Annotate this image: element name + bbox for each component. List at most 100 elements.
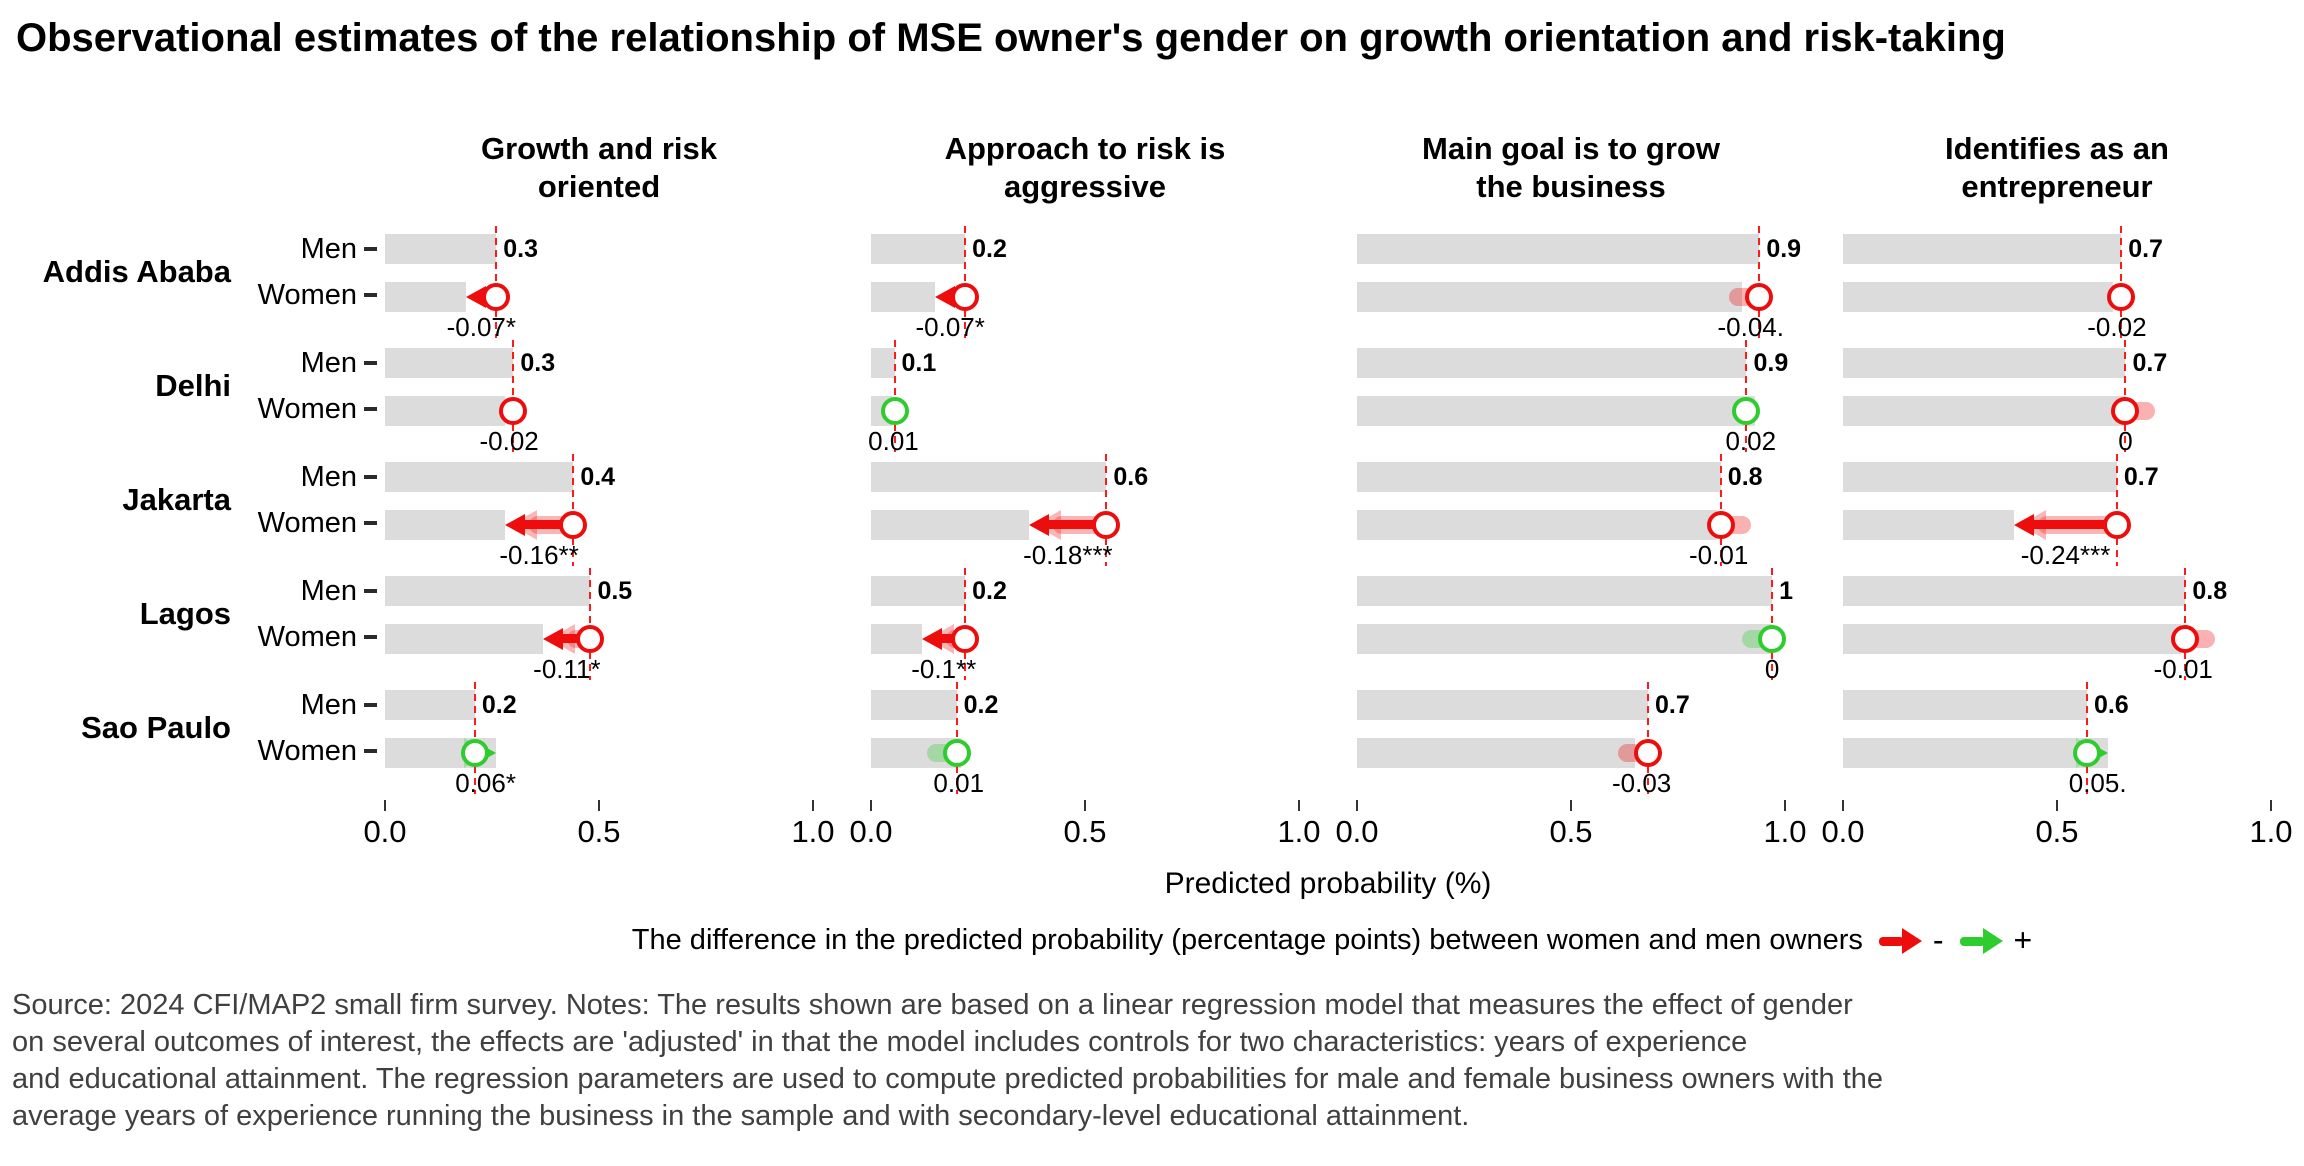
panel-title-line: Growth and risk	[481, 131, 717, 166]
negative-arrow-icon	[1877, 927, 1923, 954]
men-value-label: 0.9	[1766, 235, 1802, 263]
ref-line	[589, 568, 592, 680]
row-labels: Men Women	[235, 340, 385, 454]
diff-value-label: 0.06*	[455, 768, 516, 798]
ref-line	[1647, 682, 1650, 794]
diff-marker-circle	[499, 397, 528, 425]
diff-marker-circle	[2107, 283, 2136, 311]
panel-cell: 0.7 -0.02	[1843, 226, 2271, 342]
ref-line	[893, 340, 896, 452]
panel-title-line: Main goal is to grow	[1422, 131, 1720, 166]
diff-value-label: 0	[1764, 654, 1780, 684]
diff-marker-circle	[576, 625, 605, 653]
ref-line	[495, 226, 498, 338]
ref-line	[1719, 454, 1722, 566]
men-value-label: 1	[1779, 577, 1794, 605]
diff-value-label: -0.04.	[1717, 312, 1785, 342]
city-label: Delhi	[155, 368, 231, 403]
diff-value-label: -0.02	[2087, 312, 2147, 342]
bar-men	[871, 348, 895, 378]
bar-women	[1357, 396, 1756, 426]
panel-title-line: the business	[1476, 169, 1666, 204]
diff-marker-circle	[942, 739, 971, 767]
ref-line	[2085, 682, 2088, 794]
row-label-men: Men	[235, 682, 385, 728]
ref-line	[2124, 340, 2127, 452]
category-tick	[364, 407, 377, 411]
bar-women	[1843, 624, 2182, 654]
row-label-women: Women	[235, 272, 385, 318]
diff-arrow-shaft	[559, 634, 591, 643]
bar-men	[871, 234, 966, 264]
diff-marker-circle	[880, 397, 909, 425]
x-tick	[384, 800, 386, 811]
x-axis: 0.0 0.5 1.0	[1335, 796, 1807, 860]
x-tick	[870, 800, 872, 811]
x-tick	[1084, 800, 1086, 811]
bar-men	[1843, 576, 2186, 606]
bar-men	[1843, 348, 2126, 378]
ref-line	[572, 454, 575, 566]
bar-men	[1357, 348, 1747, 378]
diff-value-label: 0	[2118, 426, 2133, 456]
diff-arrow-shaft	[2030, 520, 2117, 529]
x-axis: 0.0 0.5 1.0	[849, 796, 1321, 860]
diff-value-label: -0.11*	[533, 654, 601, 684]
men-value-label: 0.5	[597, 577, 633, 605]
row-label-women: Women	[235, 614, 385, 660]
diff-marker-circle	[1758, 625, 1787, 653]
ref-line	[473, 682, 476, 794]
x-tick-label: 1.0	[1277, 814, 1321, 849]
ref-line	[512, 340, 515, 452]
category-tick	[364, 589, 377, 593]
row-labels: Men Women	[235, 682, 385, 796]
bar-women	[871, 624, 923, 654]
bar-men	[871, 690, 957, 720]
diff-arrow-head	[466, 286, 487, 308]
men-value-label: 0.1	[901, 349, 937, 377]
men-value-label: 0.8	[1727, 463, 1763, 491]
panel-cell: 0.3 -0.07*	[385, 226, 813, 342]
figure-title: Observational estimates of the relations…	[16, 16, 2006, 60]
row-label-men: Men	[235, 568, 385, 614]
bar-women	[1357, 282, 1743, 312]
category-tick	[364, 749, 377, 753]
row-labels: Men Women	[235, 454, 385, 568]
men-value-label: 0.7	[2123, 463, 2159, 491]
panel-title-line: entrepreneur	[1961, 169, 2153, 204]
x-tick	[1784, 800, 1786, 811]
men-value-label: 0.9	[1753, 349, 1789, 377]
diff-arrow-head	[1029, 514, 1050, 536]
panel-cell: 0.9 -0.04.	[1357, 226, 1801, 342]
row-labels: Men Women	[235, 226, 385, 340]
men-value-label: 0.7	[2132, 349, 2168, 377]
panel-title-line: Identifies as an	[1945, 131, 2169, 166]
source-line: Source: 2024 CFI/MAP2 small firm survey.…	[12, 989, 1853, 1021]
diff-value-label: -0.02	[479, 426, 539, 456]
panel-cell: 0.3 -0.02	[385, 340, 813, 456]
diff-value-label: -0.16**	[499, 540, 579, 570]
men-value-label: 0.2	[481, 691, 517, 719]
source-line: on several outcomes of interest, the eff…	[12, 1026, 1748, 1058]
bar-men	[1843, 234, 2122, 264]
row-label-women: Women	[235, 386, 385, 432]
panel-title-line: aggressive	[1004, 169, 1166, 204]
diff-marker-circle	[1634, 739, 1663, 767]
diff-arrow-head	[2014, 514, 2035, 536]
diff-marker-circle	[2171, 625, 2200, 653]
legend-negative-symbol: -	[1932, 922, 1944, 958]
bar-men	[1357, 576, 1773, 606]
diff-arrow-head	[935, 286, 956, 308]
panel-title: Approach to risk is aggressive	[871, 62, 1299, 226]
x-tick-label: 0.5	[1549, 814, 1593, 849]
diff-value-label: 0.02	[1725, 426, 1777, 456]
diff-marker-circle	[951, 625, 980, 653]
diff-marker-circle	[2102, 511, 2131, 539]
x-tick	[1842, 800, 1844, 811]
bar-men	[1843, 462, 2117, 492]
panel-cell: 0.6 -0.18***	[871, 454, 1299, 570]
diff-value-label: -0.07*	[915, 312, 985, 342]
panel-cell: 0.4 -0.16**	[385, 454, 813, 570]
x-tick-label: 0.0	[849, 814, 893, 849]
